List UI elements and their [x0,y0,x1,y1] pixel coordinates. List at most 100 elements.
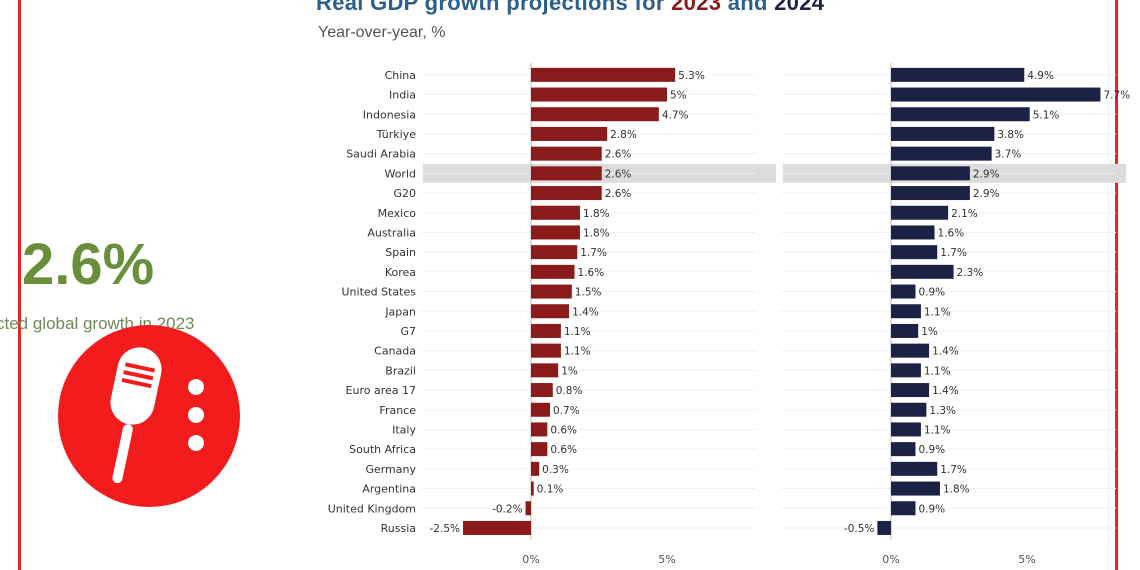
podcast-microphone-icon[interactable] [58,325,240,507]
category-label: Russia [381,522,416,535]
bar-2024 [891,87,1101,102]
category-label: South Africa [349,443,416,456]
value-label-2024: 1.6% [938,227,965,239]
bar-2024 [891,205,949,220]
bar-2023 [531,205,580,220]
value-label-2024: 2.9% [973,168,1000,180]
bar-2024 [891,343,930,358]
title-joiner: and [721,0,775,15]
category-label: G7 [400,325,416,338]
category-label: United States [342,286,417,299]
bar-2023 [531,304,570,319]
value-label-2023: 1.5% [575,287,602,299]
bar-2023 [531,264,575,279]
bar-2024 [891,146,992,161]
value-label-2023: -0.2% [492,503,522,515]
category-label: France [379,404,416,417]
category-label: Canada [374,345,416,358]
value-label-2024: 3.8% [997,129,1024,141]
bar-2023 [531,284,572,299]
value-label-2023: 1.6% [578,267,605,279]
bar-2023 [531,442,548,457]
value-label-2023: 2.8% [610,129,637,141]
x-tick-label-2024: 0% [882,553,899,566]
value-label-2023: 4.7% [662,109,689,121]
value-label-2024: 0.9% [918,444,945,456]
bar-2023 [531,323,561,338]
value-label-2024: 1% [921,326,938,338]
value-label-2024: 2.3% [957,267,984,279]
category-label: World [384,167,416,180]
category-label: Saudi Arabia [346,148,416,161]
value-label-2023: 1.1% [564,326,591,338]
value-label-2024: 2.9% [973,188,1000,200]
category-label: Japan [384,305,416,318]
category-label: Spain [385,246,416,259]
bar-2024 [891,481,940,496]
value-label-2023: 5.3% [678,70,705,82]
category-label: China [385,69,416,82]
title-year-2023: 2023 [671,0,722,15]
chart-title: Real GDP growth projections for 2023 and… [316,0,824,16]
bar-2023 [531,67,676,82]
left-red-border [18,0,21,570]
bar-2023 [531,225,580,240]
value-label-2023: 0.8% [556,385,583,397]
bar-2023 [525,501,531,516]
value-label-2023: 0.6% [550,424,577,436]
value-label-2023: -2.5% [430,523,460,535]
bar-2023 [531,422,548,437]
category-label: Türkiye [376,128,417,141]
value-label-2023: 1.8% [583,208,610,220]
bar-2023 [531,343,561,358]
bar-2024 [891,166,970,181]
value-label-2024: 1.4% [932,385,959,397]
bar-2024 [891,501,916,516]
bar-2024 [877,520,891,535]
value-label-2023: 1% [561,365,578,377]
x-tick-label-2023: 5% [658,553,675,566]
bar-2024 [891,186,970,201]
bar-2023 [531,126,608,141]
bar-2023 [531,383,553,398]
right-red-border [1115,0,1118,570]
value-label-2024: 0.9% [918,503,945,515]
bar-2024 [891,442,916,457]
value-label-2023: 2.6% [605,188,632,200]
bar-2024 [891,402,927,417]
value-label-2024: 2.1% [951,208,978,220]
bar-2024 [891,422,921,437]
bar-2023 [531,402,551,417]
bar-2023 [531,107,659,122]
bar-2024 [891,284,916,299]
value-label-2023: 2.6% [605,149,632,161]
bar-2024 [891,323,919,338]
bar-2023 [531,166,602,181]
value-label-2023: 5% [670,90,687,102]
bar-2024 [891,383,930,398]
value-label-2023: 0.6% [550,444,577,456]
category-label: Australia [367,226,416,239]
category-label: Korea [385,266,416,279]
value-label-2023: 0.1% [537,484,564,496]
bar-2024 [891,264,954,279]
value-label-2023: 1.8% [583,227,610,239]
headline-value: 2.6% [22,232,155,297]
value-label-2024: 7.7% [1103,90,1130,102]
x-tick-label-2024: 5% [1018,553,1035,566]
value-label-2024: 1.7% [940,464,967,476]
bar-2024 [891,67,1025,82]
title-year-2024: 2024 [774,0,825,15]
category-label: India [389,89,416,102]
bar-2023 [531,363,559,378]
category-label: United Kingdom [328,502,416,515]
bar-2024 [891,126,995,141]
value-label-2023: 2.6% [605,168,632,180]
bar-2023 [531,481,534,496]
bar-2023 [531,146,602,161]
value-label-2024: 0.9% [918,287,945,299]
bar-2024 [891,461,938,476]
value-label-2024: 1.1% [924,306,951,318]
category-label: Argentina [362,483,416,496]
value-label-2024: 1.8% [943,484,970,496]
